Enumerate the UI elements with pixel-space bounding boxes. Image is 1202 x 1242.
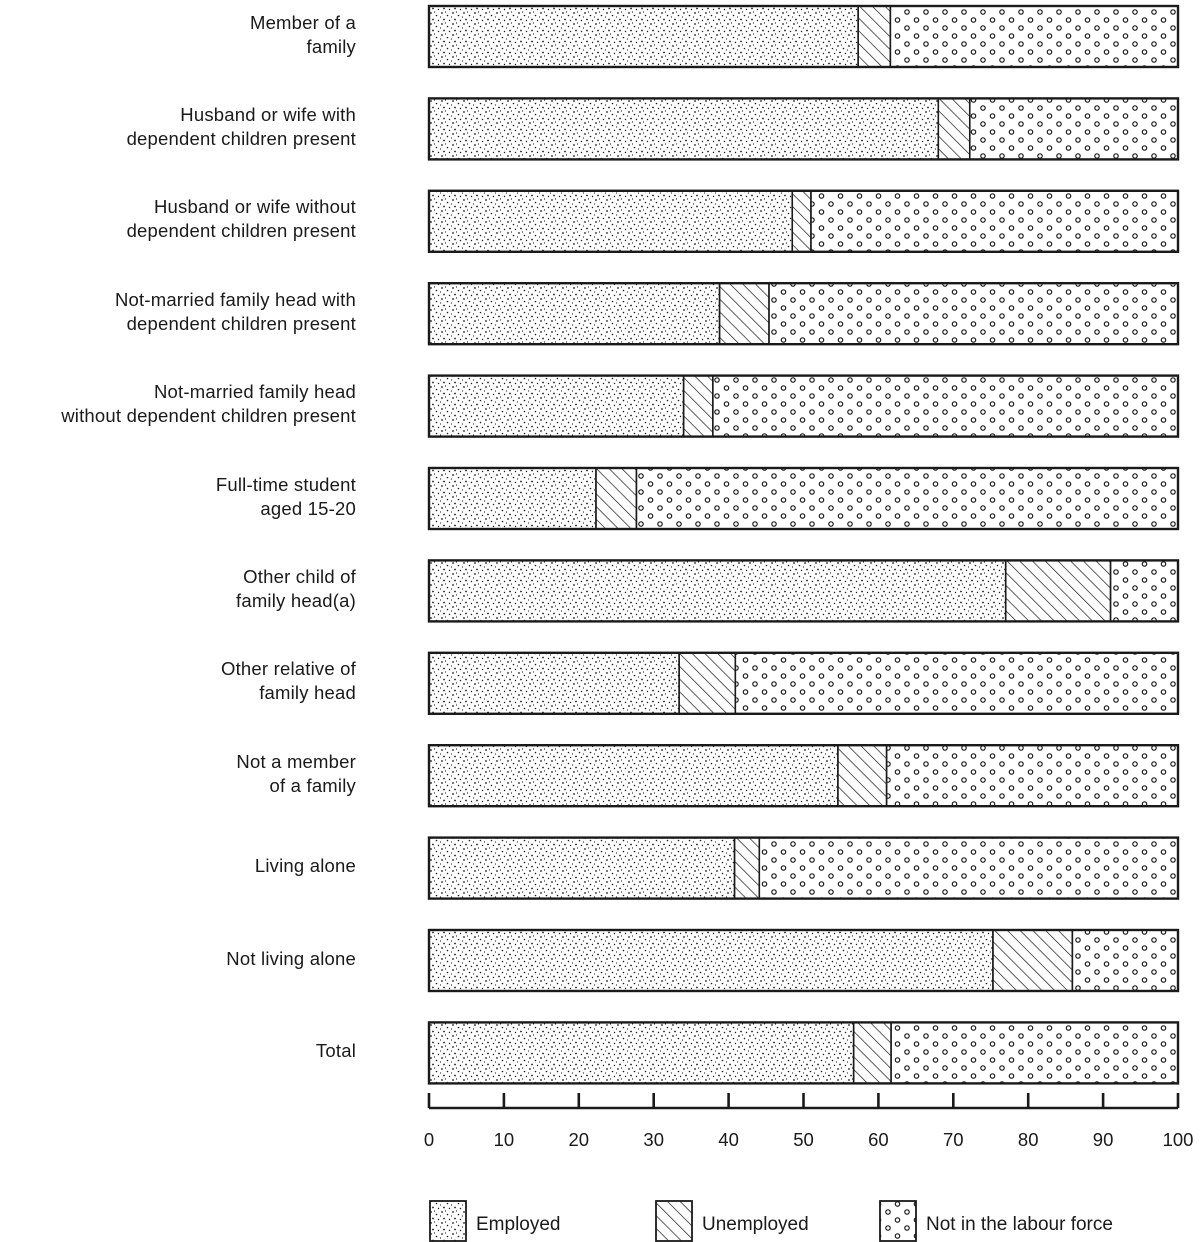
x-tick-label: 0 <box>424 1129 434 1150</box>
employed-segment <box>428 282 721 346</box>
unemployed-segment <box>837 744 888 808</box>
bar-outline <box>427 744 1180 808</box>
bar-outline <box>427 466 1180 531</box>
unemployed-segment <box>682 374 714 438</box>
legend-swatch-not-in-labour-force <box>879 1200 917 1242</box>
legend-label: Employed <box>476 1214 561 1235</box>
bar-outline <box>427 282 1180 346</box>
bar-outline <box>427 1021 1180 1085</box>
category-label: Not-married family head without dependen… <box>61 381 356 427</box>
x-tick-label: 10 <box>494 1129 515 1150</box>
not-in-labour-force-segment <box>1109 559 1179 623</box>
unemployed-segment <box>937 97 971 161</box>
not-in-labour-force-segment <box>810 190 1179 253</box>
unemployed-segment <box>678 651 737 715</box>
employed-segment <box>428 836 736 900</box>
unemployed-segment <box>595 467 638 530</box>
bar-outline <box>427 559 1180 623</box>
x-tick-label: 60 <box>868 1129 889 1150</box>
category-label: Not a member of a family <box>236 750 356 796</box>
employed-segment <box>428 559 1007 623</box>
employed-segment <box>428 744 839 808</box>
x-tick-label: 70 <box>943 1129 964 1150</box>
not-in-labour-force-segment <box>885 744 1179 808</box>
bar-outline <box>427 651 1180 715</box>
not-in-labour-force-segment <box>1071 929 1179 992</box>
employed-segment <box>428 1021 855 1085</box>
legend-label: Unemployed <box>702 1214 809 1235</box>
x-tick-label: 50 <box>793 1129 814 1150</box>
employed-segment <box>428 651 680 715</box>
employed-segment <box>428 374 685 438</box>
not-in-labour-force-segment <box>889 5 1179 68</box>
not-in-labour-force-segment <box>890 1021 1179 1085</box>
category-label: Member of a family <box>249 11 356 57</box>
legend-label: Not in the labour force <box>926 1214 1113 1235</box>
unemployed-segment <box>1004 559 1112 623</box>
category-label: Total <box>315 1039 356 1061</box>
category-label: Husband or wife without dependent childr… <box>126 196 356 242</box>
employed-segment <box>428 190 794 253</box>
category-label: Full-time student aged 15-20 <box>215 473 356 519</box>
not-in-labour-force-segment <box>635 467 1179 530</box>
bar-outline <box>427 97 1180 161</box>
not-in-labour-force-segment <box>712 374 1179 438</box>
x-tick-label: 40 <box>718 1129 739 1150</box>
category-label: Not-married family head with dependent c… <box>114 288 356 334</box>
employed-segment <box>428 5 859 68</box>
bar-outline <box>427 4 1180 69</box>
unemployed-segment <box>718 282 770 346</box>
unemployed-segment <box>857 5 892 68</box>
legend-swatch-employed <box>429 1200 467 1242</box>
x-tick-label: 90 <box>1093 1129 1114 1150</box>
not-in-labour-force-segment <box>734 651 1179 715</box>
bar-outline <box>427 928 1180 993</box>
unemployed-segment <box>852 1021 892 1085</box>
not-in-labour-force-segment <box>968 97 1179 161</box>
bar-outline <box>427 374 1180 438</box>
bar-outline <box>427 189 1180 254</box>
x-tick-label: 20 <box>569 1129 590 1150</box>
category-label: Other child of family head(a) <box>235 565 356 611</box>
x-tick-label: 30 <box>643 1129 664 1150</box>
not-in-labour-force-segment <box>758 836 1179 900</box>
not-in-labour-force-segment <box>768 282 1179 346</box>
category-label: Not living alone <box>226 947 356 969</box>
unemployed-segment <box>733 836 761 900</box>
bar-outline <box>427 836 1180 900</box>
employed-segment <box>428 467 597 530</box>
unemployed-segment <box>992 929 1074 992</box>
category-label: Other relative of family head <box>220 658 356 704</box>
employed-segment <box>428 929 994 992</box>
category-label: Husband or wife with dependent children … <box>126 103 356 149</box>
employed-segment <box>428 97 940 161</box>
legend-swatch-unemployed <box>655 1200 693 1242</box>
x-tick-label: 80 <box>1018 1129 1039 1150</box>
x-tick-label: 100 <box>1163 1129 1194 1150</box>
unemployed-segment <box>791 190 812 253</box>
category-label: Living alone <box>254 855 356 877</box>
